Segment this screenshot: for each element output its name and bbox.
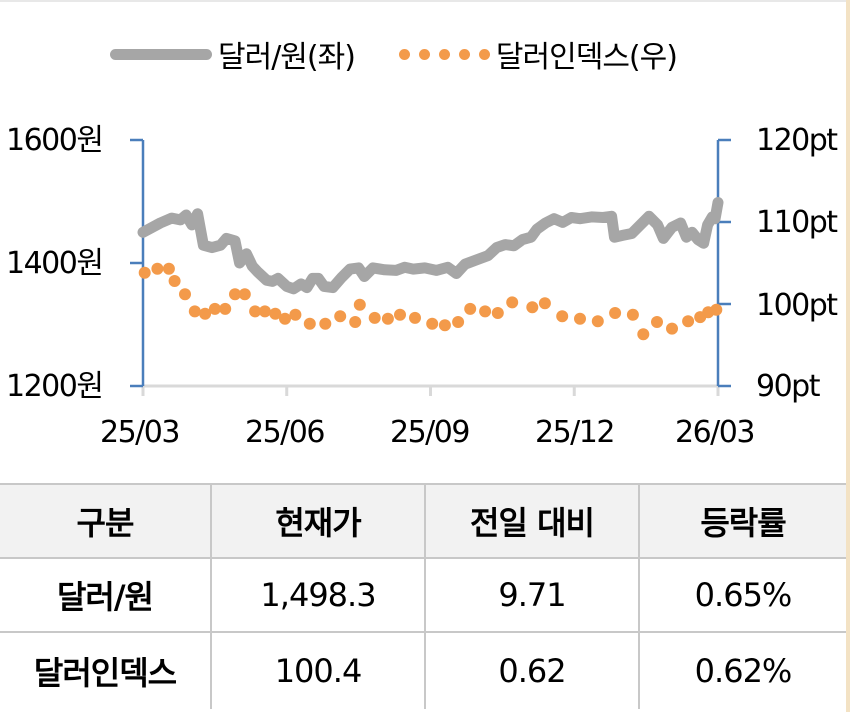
right-border (846, 0, 850, 712)
cell-dxy-change: 0.62 (424, 631, 640, 709)
x-axis-label-2509: 25/09 (390, 415, 470, 450)
table-row: 달러/원 1,498.3 9.71 0.65% (0, 557, 846, 633)
left-axis-label-1400: 1400원 (6, 246, 104, 281)
cell-usdkrw-price: 1,498.3 (210, 557, 426, 633)
header-change-rate: 등락률 (638, 483, 846, 559)
x-axis-label-2603: 26/03 (675, 415, 755, 450)
legend-item-dxy: 달러인덱스(우) (355, 32, 678, 76)
row-label-dxy: 달러인덱스 (0, 631, 212, 709)
legend-line-swatch-icon (110, 48, 212, 60)
table-row: 달러인덱스 100.4 0.62 0.62% (0, 631, 846, 709)
legend-label-usdkrw: 달러/원(좌) (218, 40, 356, 75)
header-current-price: 현재가 (210, 483, 426, 559)
cell-usdkrw-rate: 0.65% (638, 557, 846, 633)
cell-usdkrw-change: 9.71 (424, 557, 640, 633)
row-label-usdkrw: 달러/원 (0, 557, 212, 633)
right-axis-label-110: 110pt (756, 205, 838, 240)
x-axis-label-2503: 25/03 (100, 415, 180, 450)
right-axis-label-120: 120pt (756, 123, 838, 158)
cell-dxy-price: 100.4 (210, 631, 426, 709)
usdkrw-line-series (137, 197, 724, 295)
x-axis-label-2506: 25/06 (245, 415, 325, 450)
left-axis-label-1600: 1600원 (6, 123, 104, 158)
right-y-axis (716, 138, 731, 388)
x-axis-label-2512: 25/12 (535, 415, 615, 450)
table-header-row: 구분 현재가 전일 대비 등락률 (0, 483, 846, 559)
top-border (0, 0, 850, 2)
chart-legend: 달러/원(좌) 달러인덱스(우) (110, 32, 678, 76)
left-axis-label-1200: 1200원 (6, 369, 104, 404)
right-axis-label-100: 100pt (756, 288, 838, 323)
cell-dxy-rate: 0.62% (638, 631, 846, 709)
legend-item-usdkrw: 달러/원(좌) (110, 32, 356, 76)
header-change: 전일 대비 (424, 483, 640, 559)
chart-plot (130, 138, 731, 396)
fx-summary-table: 구분 현재가 전일 대비 등락률 달러/원 1,498.3 9.71 0.65%… (0, 483, 846, 709)
dxy-dot-series (138, 262, 723, 341)
x-axis (141, 384, 720, 396)
right-axis-label-90: 90pt (756, 369, 820, 404)
legend-label-dxy: 달러인덱스(우) (495, 40, 678, 75)
header-category: 구분 (0, 483, 212, 559)
left-y-axis (130, 138, 145, 388)
legend-dots-swatch-icon (398, 48, 490, 60)
